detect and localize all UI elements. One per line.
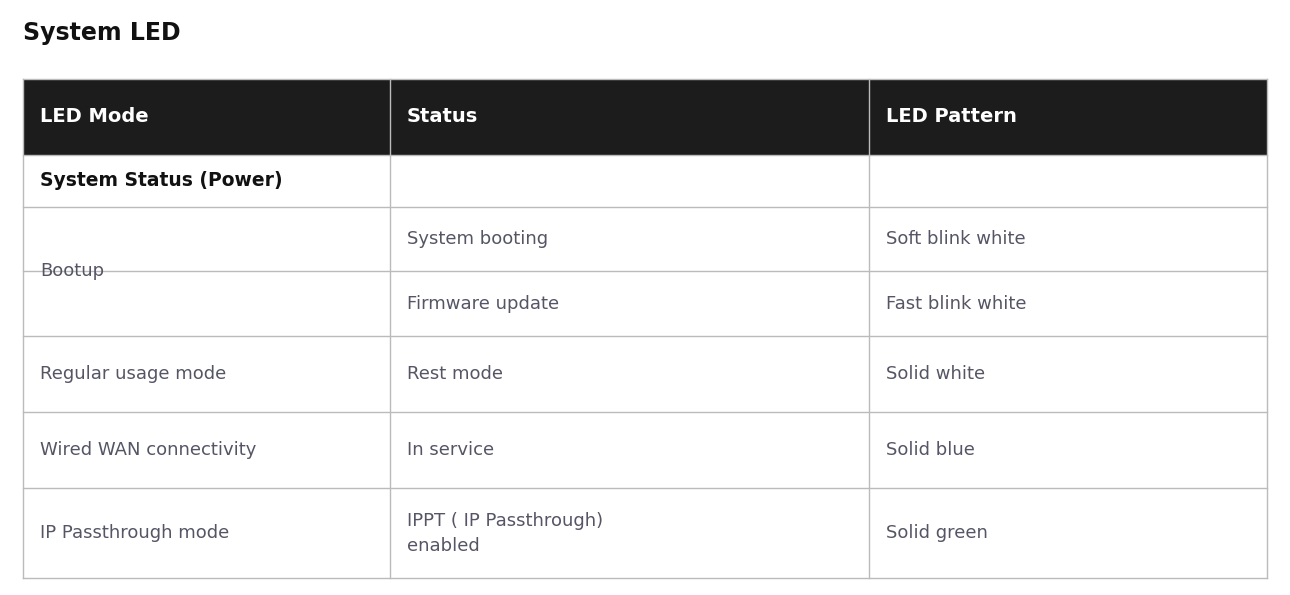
Text: Status: Status: [406, 107, 479, 126]
Text: IPPT ( IP Passthrough)
enabled: IPPT ( IP Passthrough) enabled: [406, 512, 602, 555]
Bar: [23, 412, 1267, 488]
Text: LED Pattern: LED Pattern: [886, 107, 1017, 126]
Text: Solid blue: Solid blue: [886, 441, 974, 459]
Text: Solid green: Solid green: [886, 524, 987, 542]
Text: Wired WAN connectivity: Wired WAN connectivity: [40, 441, 257, 459]
Text: Regular usage mode: Regular usage mode: [40, 365, 226, 383]
Text: IP Passthrough mode: IP Passthrough mode: [40, 524, 230, 542]
Text: LED Mode: LED Mode: [40, 107, 148, 126]
Text: System booting: System booting: [406, 230, 548, 248]
Text: System Status (Power): System Status (Power): [40, 171, 283, 190]
Text: System LED: System LED: [23, 21, 181, 45]
Text: Solid white: Solid white: [886, 365, 984, 383]
Bar: [23, 207, 1267, 336]
Text: In service: In service: [406, 441, 494, 459]
Text: Fast blink white: Fast blink white: [886, 295, 1026, 312]
Bar: [23, 155, 1267, 207]
Bar: [23, 268, 390, 275]
Bar: [23, 79, 1267, 155]
Bar: [23, 488, 1267, 578]
Text: Soft blink white: Soft blink white: [886, 230, 1026, 248]
Text: Firmware update: Firmware update: [406, 295, 559, 312]
Text: Bootup: Bootup: [40, 262, 104, 280]
Bar: [23, 336, 1267, 412]
Text: Rest mode: Rest mode: [406, 365, 503, 383]
